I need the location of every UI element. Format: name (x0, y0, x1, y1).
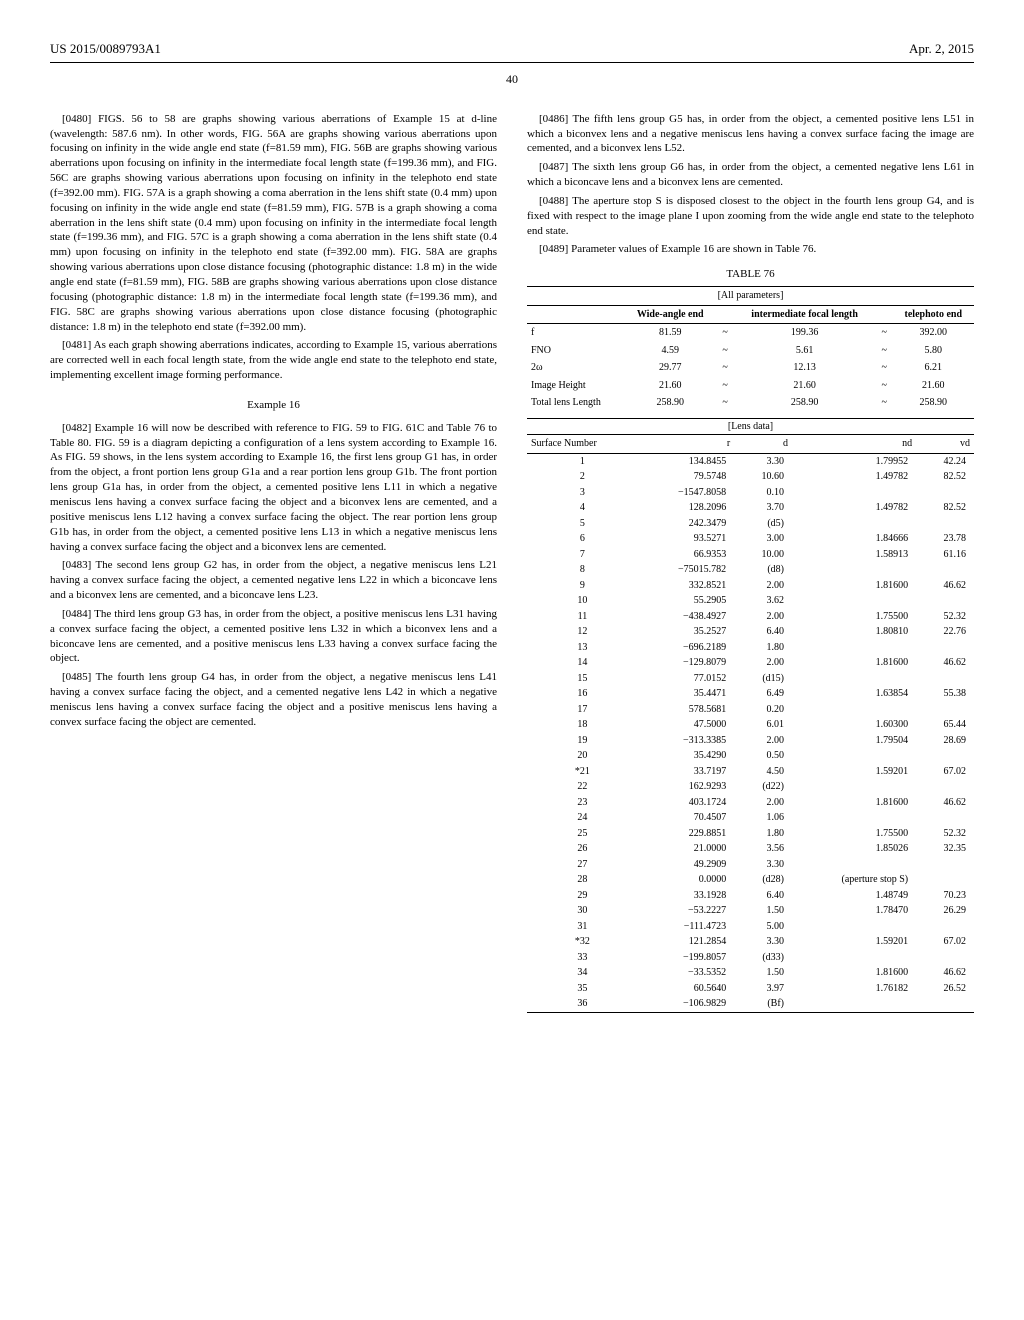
lens-row: 4128.20963.701.4978282.52 (527, 500, 974, 516)
paragraph-0484: [0484] The third lens group G3 has, in o… (50, 607, 497, 666)
paragraph-0488: [0488] The aperture stop S is disposed c… (527, 194, 974, 239)
lens-row: 3−1547.80580.10 (527, 485, 974, 501)
lens-row: 2035.42900.50 (527, 748, 974, 764)
lens-data-label: [Lens data] (527, 418, 974, 435)
lens-row: 22162.9293(d22) (527, 779, 974, 795)
all-params-row: Total lens Length258.90~258.90~258.90 (527, 394, 974, 412)
paragraph-0486: [0486] The fifth lens group G5 has, in o… (527, 112, 974, 157)
lens-row: 280.0000(d28)(aperture stop S) (527, 872, 974, 888)
lens-row: 1635.44716.491.6385455.38 (527, 686, 974, 702)
all-params-row: f81.59~199.36~392.00 (527, 324, 974, 342)
lens-row: 1577.0152(d15) (527, 671, 974, 687)
left-column: [0480] FIGS. 56 to 58 are graphs showing… (50, 112, 497, 1015)
publication-date: Apr. 2, 2015 (909, 40, 974, 58)
lens-row: 14−129.80792.001.8160046.62 (527, 655, 974, 671)
lens-row: 25229.88511.801.7550052.32 (527, 826, 974, 842)
paragraph-0487: [0487] The sixth lens group G6 has, in o… (527, 160, 974, 190)
lens-row: 2749.29093.30 (527, 857, 974, 873)
all-params-header-row: Wide-angle end intermediate focal length… (527, 305, 974, 324)
page-number: 40 (50, 71, 974, 87)
lens-row: 36−106.9829(Bf) (527, 996, 974, 1012)
lens-row: *32121.28543.301.5920167.02 (527, 934, 974, 950)
lens-row: 5242.3479(d5) (527, 516, 974, 532)
lens-row: *2133.71974.501.5920167.02 (527, 764, 974, 780)
lens-row: 1134.84553.301.7995242.24 (527, 453, 974, 469)
lens-row: 8−75015.782(d8) (527, 562, 974, 578)
example-16-heading: Example 16 (50, 398, 497, 413)
publication-number: US 2015/0089793A1 (50, 40, 161, 58)
all-parameters-label: [All parameters] (527, 287, 974, 306)
lens-row: 17578.56810.20 (527, 702, 974, 718)
lens-data-table: [Lens data] Surface Number r d nd vd 113… (527, 418, 974, 1015)
paragraph-0489: [0489] Parameter values of Example 16 ar… (527, 242, 974, 257)
lens-row: 11−438.49272.001.7550052.32 (527, 609, 974, 625)
lens-row: 9332.85212.001.8160046.62 (527, 578, 974, 594)
all-params-row: FNO4.59~5.61~5.80 (527, 342, 974, 360)
all-params-row: 2ω29.77~12.13~6.21 (527, 359, 974, 377)
paragraph-0483: [0483] The second lens group G2 has, in … (50, 558, 497, 603)
paragraph-0480: [0480] FIGS. 56 to 58 are graphs showing… (50, 112, 497, 335)
page-header: US 2015/0089793A1 Apr. 2, 2015 (50, 40, 974, 63)
lens-row: 31−111.47235.00 (527, 919, 974, 935)
lens-row: 23403.17242.001.8160046.62 (527, 795, 974, 811)
all-parameters-table: [All parameters] Wide-angle end intermed… (527, 286, 974, 412)
right-column: [0486] The fifth lens group G5 has, in o… (527, 112, 974, 1015)
lens-row: 2621.00003.561.8502632.35 (527, 841, 974, 857)
paragraph-0481: [0481] As each graph showing aberrations… (50, 338, 497, 383)
lens-row: 1055.29053.62 (527, 593, 974, 609)
paragraph-0482: [0482] Example 16 will now be described … (50, 421, 497, 555)
lens-header-row: Surface Number r d nd vd (527, 435, 974, 454)
lens-row: 693.52713.001.8466623.78 (527, 531, 974, 547)
lens-row: 13−696.21891.80 (527, 640, 974, 656)
lens-row: 33−199.8057(d33) (527, 950, 974, 966)
lens-row: 34−33.53521.501.8160046.62 (527, 965, 974, 981)
paragraph-0485: [0485] The fourth lens group G4 has, in … (50, 670, 497, 729)
lens-row: 2470.45071.06 (527, 810, 974, 826)
lens-row: 1235.25276.401.8081022.76 (527, 624, 974, 640)
table-76-caption: TABLE 76 (527, 267, 974, 282)
lens-row: 766.935310.001.5891361.16 (527, 547, 974, 563)
two-column-layout: [0480] FIGS. 56 to 58 are graphs showing… (50, 112, 974, 1015)
lens-row: 19−313.33852.001.7950428.69 (527, 733, 974, 749)
lens-row: 279.574810.601.4978282.52 (527, 469, 974, 485)
lens-row: 2933.19286.401.4874970.23 (527, 888, 974, 904)
lens-row: 3560.56403.971.7618226.52 (527, 981, 974, 997)
lens-row: 1847.50006.011.6030065.44 (527, 717, 974, 733)
all-params-row: Image Height21.60~21.60~21.60 (527, 377, 974, 395)
lens-row: 30−53.22271.501.7847026.29 (527, 903, 974, 919)
